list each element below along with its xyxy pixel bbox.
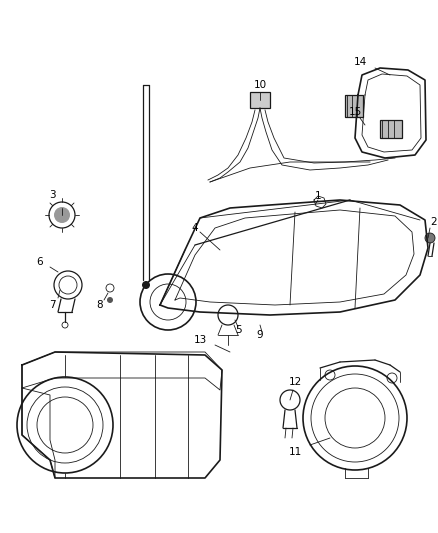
Text: 9: 9	[257, 330, 263, 340]
Text: 14: 14	[353, 57, 367, 67]
Circle shape	[54, 207, 70, 223]
Text: 13: 13	[193, 335, 207, 345]
Text: 15: 15	[348, 107, 362, 117]
Text: 5: 5	[235, 325, 241, 335]
Text: 7: 7	[49, 300, 55, 310]
Text: 6: 6	[37, 257, 43, 267]
Circle shape	[425, 233, 435, 243]
Circle shape	[107, 297, 113, 303]
Text: 10: 10	[254, 80, 267, 90]
FancyBboxPatch shape	[380, 120, 402, 138]
Text: 3: 3	[49, 190, 55, 200]
Text: 4: 4	[192, 223, 198, 233]
Text: 12: 12	[288, 377, 302, 387]
FancyBboxPatch shape	[345, 95, 363, 117]
Text: 11: 11	[288, 447, 302, 457]
Text: 2: 2	[431, 217, 437, 227]
Text: 8: 8	[97, 300, 103, 310]
FancyBboxPatch shape	[250, 92, 270, 108]
Text: 1: 1	[314, 191, 321, 201]
Circle shape	[142, 281, 150, 289]
